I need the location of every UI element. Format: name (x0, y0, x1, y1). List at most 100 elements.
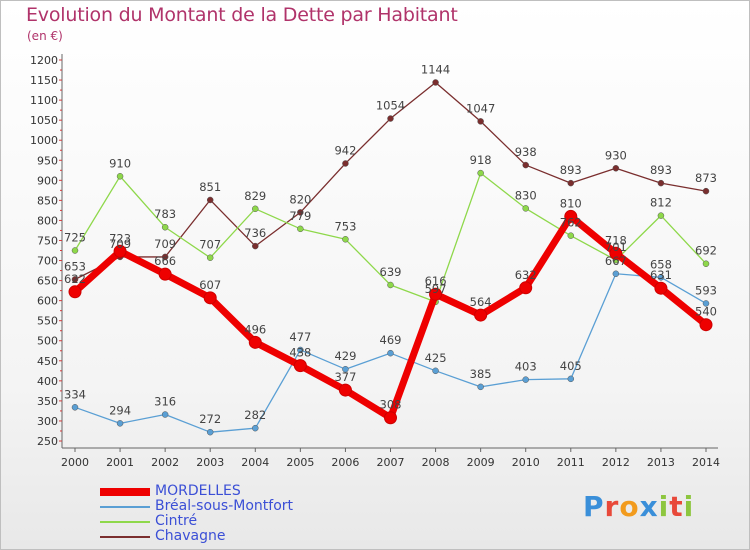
data-point (342, 160, 349, 167)
chart-subtitle: (en €) (27, 29, 63, 43)
x-tick-label: 2002 (151, 456, 179, 469)
data-point (702, 260, 710, 267)
x-tick-label: 2013 (647, 456, 675, 469)
data-label: 753 (334, 219, 356, 233)
data-point (477, 118, 484, 125)
legend-label: Bréal-sous-Montfort (155, 498, 294, 514)
y-tick-label: 250 (37, 435, 58, 448)
chart-title: Evolution du Montant de la Dette par Hab… (26, 4, 458, 26)
series-chavagne (71, 79, 710, 283)
data-label: 736 (244, 226, 266, 240)
data-label: 622 (64, 272, 86, 286)
data-point (612, 270, 620, 278)
series-br-al-sous-montfort (71, 270, 710, 436)
data-point (387, 349, 394, 357)
data-label: 812 (650, 196, 672, 210)
data-label: 632 (515, 268, 537, 282)
data-point (113, 244, 127, 258)
data-label: 377 (334, 370, 356, 384)
data-point (612, 165, 620, 172)
data-label: 1047 (466, 101, 495, 115)
x-tick-label: 2004 (241, 456, 269, 469)
data-point (477, 383, 484, 391)
data-point (342, 365, 349, 373)
data-label: 709 (154, 237, 176, 251)
data-point (158, 267, 172, 281)
series-layer (68, 79, 713, 436)
data-label: 1144 (421, 62, 450, 76)
data-point (567, 375, 575, 383)
data-label: 403 (515, 360, 537, 374)
y-tick-label: 600 (37, 295, 58, 308)
data-point (206, 196, 214, 204)
series-cintr- (71, 169, 710, 306)
data-label: 540 (695, 305, 717, 319)
legend-label: Chavagne (155, 528, 226, 544)
series-mordelles (68, 209, 713, 425)
x-tick-label: 2010 (512, 456, 540, 469)
y-tick-label: 550 (37, 315, 58, 328)
data-point (297, 209, 304, 216)
data-point (161, 223, 169, 231)
data-point (522, 376, 529, 383)
logo-letter: r (604, 490, 620, 523)
data-label: 938 (515, 145, 537, 159)
data-point (71, 276, 79, 283)
data-label: 564 (470, 295, 492, 309)
x-tick-label: 2005 (286, 456, 314, 469)
data-label: 709 (109, 237, 131, 251)
y-tick-label: 1050 (30, 114, 58, 127)
data-label: 783 (154, 207, 176, 221)
data-point (338, 383, 352, 397)
data-label: 316 (154, 395, 176, 409)
data-point (567, 179, 575, 187)
data-point (387, 115, 394, 122)
data-label: 930 (605, 148, 627, 162)
data-point (203, 291, 217, 305)
x-tick-label: 2009 (467, 456, 495, 469)
data-point (657, 179, 665, 187)
data-point (252, 424, 259, 432)
data-point (522, 205, 529, 212)
y-tick-label: 500 (37, 335, 58, 348)
data-label: 692 (695, 244, 717, 258)
data-label: 830 (515, 188, 537, 202)
data-point (206, 428, 214, 436)
data-point (206, 254, 214, 261)
logo-letter: t (669, 490, 684, 523)
data-label: 496 (244, 322, 266, 336)
data-label: 639 (380, 265, 402, 279)
data-label: 718 (605, 233, 627, 247)
data-label: 666 (154, 254, 176, 268)
data-point (564, 209, 578, 223)
data-label: 429 (334, 349, 356, 363)
data-label: 658 (650, 257, 672, 271)
logo-letter: x (639, 490, 659, 523)
data-point (429, 287, 443, 301)
legend-swatch (100, 506, 150, 508)
data-label: 918 (470, 153, 492, 167)
data-label: 707 (199, 238, 221, 252)
x-tick-label: 2007 (377, 456, 405, 469)
data-label: 701 (605, 240, 627, 254)
x-tick-label: 2006 (331, 456, 359, 469)
legend-label: MORDELLES (155, 483, 241, 499)
data-label: 631 (650, 268, 672, 282)
logo-letter: i (683, 490, 695, 523)
data-label: 477 (289, 330, 311, 344)
data-label: 723 (109, 231, 131, 245)
y-tick-label: 350 (37, 395, 58, 408)
y-tick-label: 450 (37, 355, 58, 368)
data-labels-layer: 653 709 709 851 736 820 942 1054 1144 1047 938 893 9… (64, 62, 717, 426)
y-tick-label: 300 (37, 415, 58, 428)
y-tick-label: 800 (37, 214, 58, 227)
data-label: 294 (109, 403, 131, 417)
data-point (699, 318, 713, 332)
data-label: 725 (64, 231, 86, 245)
data-label: 820 (289, 192, 311, 206)
data-point (432, 367, 439, 375)
legend-swatch (100, 536, 150, 538)
data-point (654, 281, 668, 295)
data-point (702, 300, 710, 307)
